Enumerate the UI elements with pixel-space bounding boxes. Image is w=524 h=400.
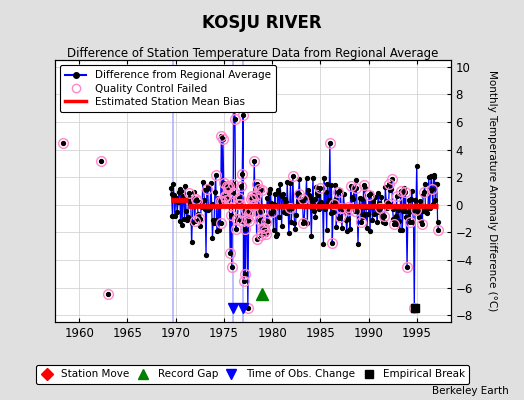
Y-axis label: Monthly Temperature Anomaly Difference (°C): Monthly Temperature Anomaly Difference (…: [487, 70, 497, 312]
Text: KOSJU RIVER: KOSJU RIVER: [202, 14, 322, 32]
Legend: Station Move, Record Gap, Time of Obs. Change, Empirical Break: Station Move, Record Gap, Time of Obs. C…: [36, 365, 470, 384]
Text: Berkeley Earth: Berkeley Earth: [432, 386, 508, 396]
Title: Difference of Station Temperature Data from Regional Average: Difference of Station Temperature Data f…: [67, 47, 439, 60]
